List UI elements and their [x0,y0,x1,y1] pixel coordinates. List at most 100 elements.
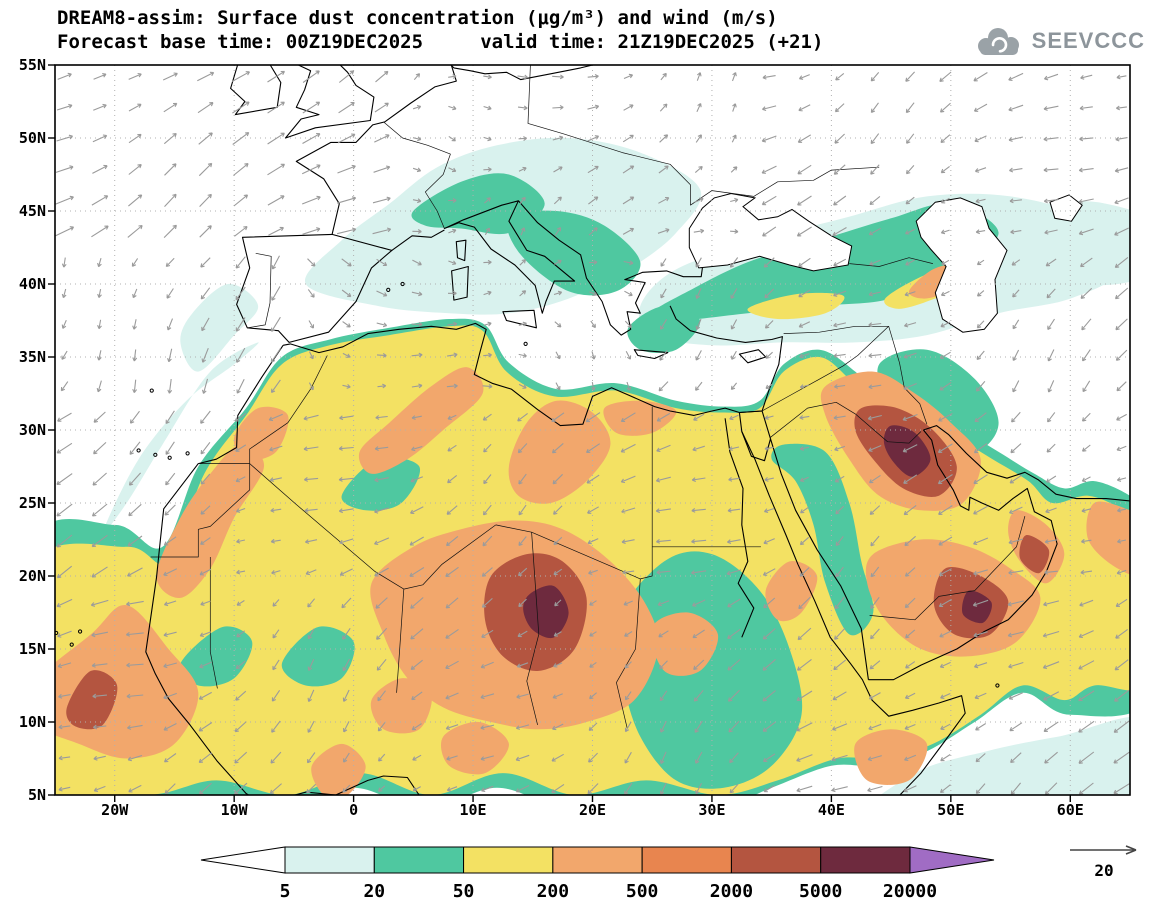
x-tick-label: 10E [459,801,487,819]
dust-contour [747,292,845,320]
wind-reference-label: 20 [1094,861,1113,880]
dust-contour [854,729,928,785]
coastline [284,65,375,139]
country-border [849,257,933,267]
wind-arrows [55,70,1130,795]
colorbar-tick-label: 200 [537,881,570,902]
dust-contour [880,717,1130,795]
colorbar-segment [909,846,995,874]
y-tick-label: 45N [18,202,46,220]
y-tick-label: 50N [18,129,46,147]
coastline [741,431,966,795]
coastline [145,344,284,795]
country-border [690,166,880,206]
chart-subtitle: Forecast base time: 00Z19DEC2025 valid t… [57,31,824,53]
dust-contour [962,590,992,624]
coastline [517,200,703,336]
y-tick-label: 20N [18,567,46,585]
dust-contour [179,626,253,687]
dust-contour [651,612,719,676]
dust-contour [765,560,818,622]
dust-contour [358,367,484,474]
dust-contour [1019,534,1050,574]
coastline [923,425,1130,502]
cloud-icon [977,28,1019,55]
country-border [247,252,272,329]
coastline-layer [55,65,1130,795]
sea-mask-layer [688,192,1083,333]
dust-contour [627,305,701,353]
country-border [383,121,451,229]
island-mark [77,629,83,634]
colorbar-tick-label: 5 [280,881,291,902]
y-tick-label: 55N [18,56,46,74]
dust-contour [877,349,999,453]
coastline [633,349,669,360]
colorbar-segment [552,846,643,874]
country-border [770,401,922,444]
map-canvas [48,64,1131,802]
country-border [527,65,691,206]
x-tick-label: 20E [578,801,607,819]
coastline [450,65,595,81]
colorbar-segment [730,846,822,874]
island-mark [167,455,172,460]
country-border [761,326,889,412]
island-mark [523,341,528,346]
y-tick-label: 40N [18,275,46,293]
dust-contour [311,743,366,795]
dust-contour [1086,501,1130,575]
dust-contour [180,283,259,372]
island-mark [995,683,1000,688]
x-tick-label: 30E [698,801,726,819]
y-tick-label: 5N [27,786,46,804]
country-border [526,532,540,725]
colorbar-tick-label: 2000 [710,881,753,902]
island-mark [136,448,141,453]
coastline [391,229,445,251]
country-border [209,557,218,689]
coastline [295,65,457,235]
seevccc-logo: SEEVCCC [973,24,1145,58]
country-border [495,406,653,580]
dust-contour [341,457,421,511]
dust-contour [102,342,259,534]
sea-outline [1049,194,1083,222]
colorbar-segment [463,846,554,874]
coastline [738,349,767,364]
coastline [868,429,1058,681]
x-tick-label: 20W [101,801,129,819]
y-tick-label: 25N [18,494,46,512]
dust-contour [985,200,1130,286]
x-tick-label: 50E [937,801,965,819]
coastline [502,309,537,329]
y-tick-label: 35N [18,348,46,366]
dust-contour [771,443,874,636]
sea-outline [915,197,1008,333]
island-mark [153,452,158,457]
y-tick-label: 10N [18,713,46,731]
x-tick-label: 0 [349,801,359,819]
dust-contour [156,444,265,599]
dust-field-layer [55,137,1130,795]
country-border [396,589,405,693]
dust-contour [523,585,569,639]
dust-contour [66,670,118,730]
coastline [769,438,869,680]
dust-contour [883,425,931,477]
coastline [293,775,420,795]
colorbar-tick-label: 20000 [883,881,937,902]
colorbar-segment [284,846,375,874]
y-tick-label: 30N [18,421,46,439]
coastline [282,305,783,427]
x-tick-label: 40E [817,801,845,819]
grid-lines-layer [55,65,1130,795]
dust-contour [281,626,355,687]
dust-contour [440,721,509,775]
colorbar-segment [200,846,286,874]
colorbar-segment [641,846,732,874]
country-border [869,590,975,621]
colorbar-segment [373,846,465,874]
island-mark [69,642,74,647]
